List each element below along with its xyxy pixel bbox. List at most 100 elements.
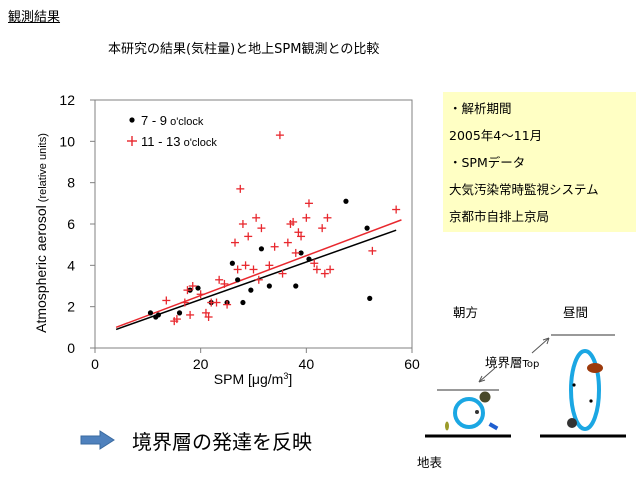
x-tick-label: 20: [193, 356, 209, 372]
info-line-spm-heading: ・SPMデータ: [449, 155, 526, 170]
y-tick-label: 2: [67, 299, 75, 315]
daytime-aerosol-small-1: [572, 383, 576, 387]
data-point-series-2: [257, 224, 266, 233]
info-line-period: 2005年4〜11月: [449, 128, 543, 143]
data-point-series-2: [201, 308, 210, 317]
data-point-series-2: [223, 300, 232, 309]
data-points: [147, 131, 401, 326]
legend-label-11-13: 11 - 13 o'clock: [141, 134, 217, 149]
data-point-series-2: [236, 184, 245, 193]
data-point-series-2: [244, 232, 253, 241]
data-point-series-2: [392, 205, 401, 214]
diagram-drawing: [425, 334, 626, 438]
data-point-series-2: [297, 232, 306, 241]
data-point-series-2: [249, 265, 258, 274]
data-point-series-1: [248, 287, 254, 293]
data-point-series-2: [215, 275, 224, 284]
scatter-chart: 0 20 40 60 0 2 4 6 8 10 12 7 - 9 o'clock 11 - 13 o…: [33, 92, 420, 387]
x-tick-label: 40: [299, 356, 315, 372]
data-point-series-2: [304, 199, 313, 208]
x-axis-label: SPM [μg/m3]: [214, 371, 292, 387]
analysis-info-box: ・解析期間 2005年4〜11月 ・SPMデータ 大気汚染常時監視システム 京都…: [443, 92, 636, 232]
morning-label: 朝方: [453, 305, 479, 320]
data-point-series-2: [368, 246, 377, 255]
legend-label-7-9: 7 - 9 o'clock: [141, 113, 204, 128]
data-point-series-2: [231, 238, 240, 247]
data-point-series-2: [204, 313, 213, 321]
data-point-series-2: [241, 261, 250, 270]
y-tick-label: 0: [67, 340, 75, 356]
data-point-series-2: [289, 217, 298, 226]
morning-aerosol-dark: [479, 391, 491, 403]
data-point-series-1: [258, 246, 265, 252]
data-point-series-2: [323, 213, 332, 222]
daytime-label: 昼間: [563, 305, 589, 320]
data-point-series-1: [229, 260, 235, 266]
y-tick-label: 6: [67, 216, 75, 232]
daytime-aerosol-dark: [567, 418, 577, 428]
data-point-series-2: [302, 213, 311, 222]
chart-legend: 7 - 9 o'clock 11 - 13 o'clock: [127, 113, 217, 149]
data-point-series-2: [186, 310, 195, 319]
data-point-series-2: [320, 269, 329, 278]
data-point-series-2: [318, 224, 327, 233]
info-line-station: 京都市自排上京局: [449, 209, 550, 224]
x-tick-label: 60: [404, 356, 420, 372]
data-point-series-1: [364, 225, 370, 231]
slide-subtitle: 本研究の結果(気柱量)と地上SPM観測との比較: [108, 42, 380, 57]
data-point-series-1: [147, 310, 154, 316]
data-point-series-2: [196, 290, 205, 299]
morning-aerosol-blue: [488, 422, 499, 431]
y-axis-label: Atmospheric aerosol (relative units): [33, 133, 49, 333]
boundary-layer-diagram: 朝方 昼間 境界層Top 地表: [415, 290, 640, 480]
data-point-series-2: [252, 213, 261, 222]
right-arrow-icon: [80, 430, 115, 450]
y-tick-label: 4: [67, 257, 75, 273]
data-point-series-2: [183, 286, 192, 295]
daytime-aerosol-small-2: [589, 399, 593, 403]
data-point-series-2: [254, 275, 263, 284]
data-point-series-1: [155, 312, 161, 318]
data-point-series-1: [293, 283, 299, 289]
data-point-series-2: [212, 298, 221, 307]
data-point-series-2: [265, 261, 274, 270]
ground-label: 地表: [417, 455, 443, 470]
data-point-series-2: [180, 298, 189, 307]
data-point-series-1: [240, 299, 246, 306]
data-point-series-2: [162, 296, 171, 305]
trendline-series-2: [115, 219, 402, 329]
data-point-series-2: [310, 259, 319, 268]
data-point-series-1: [266, 283, 272, 289]
data-point-series-2: [312, 265, 321, 274]
data-point-series-2: [233, 265, 242, 274]
y-tick-label: 10: [59, 133, 75, 149]
data-point-series-1: [306, 256, 312, 262]
info-line-period-heading: ・解析期間: [449, 101, 512, 116]
data-point-series-2: [275, 131, 284, 140]
y-tick-label: 12: [59, 92, 75, 108]
data-point-series-1: [195, 285, 201, 291]
data-point-series-2: [270, 242, 279, 251]
plot-area: [94, 99, 413, 349]
data-point-series-2: [220, 279, 229, 288]
morning-aerosol-small: [475, 410, 479, 414]
daytime-boundary-layer-loop: [569, 349, 601, 431]
pointer-arrow-right: [531, 337, 550, 354]
data-point-series-2: [278, 269, 287, 278]
data-point-series-1: [176, 310, 183, 316]
y-tick-label: 8: [67, 175, 75, 191]
info-line-system: 大気汚染常時監視システム: [449, 182, 599, 197]
data-point-series-2: [294, 228, 303, 237]
daytime-aerosol-brown: [587, 363, 603, 373]
morning-boundary-layer-loop: [453, 397, 485, 429]
data-point-series-2: [283, 238, 292, 247]
data-point-series-1: [343, 198, 349, 204]
legend-marker-7-9: [129, 117, 135, 123]
axis-ticks: 0 20 40 60 0 2 4 6 8 10 12: [59, 92, 420, 372]
data-point-series-1: [235, 277, 241, 283]
data-point-series-2: [188, 282, 197, 290]
data-point-series-2: [172, 315, 181, 324]
data-point-series-1: [367, 295, 373, 301]
data-point-series-1: [298, 250, 304, 256]
boundary-layer-label: 境界層Top: [485, 355, 540, 370]
